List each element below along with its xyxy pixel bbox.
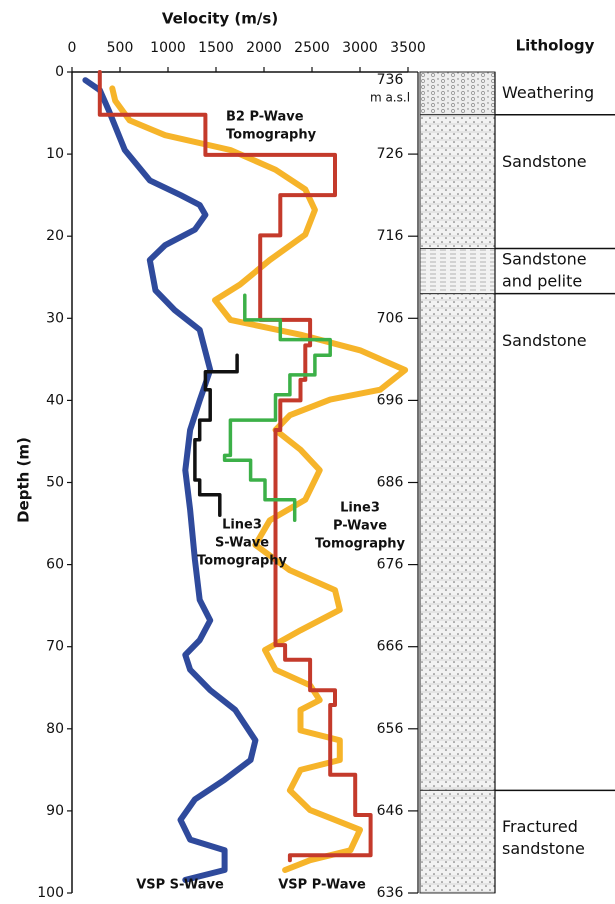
y-tick-label: 100: [37, 885, 64, 901]
y-tick-label: 20: [46, 228, 64, 244]
y-tick-label: 30: [46, 310, 64, 326]
series-label: Tomography: [315, 537, 406, 552]
y2-tick-label: 666: [377, 639, 404, 655]
lithology-label: Sandstone: [502, 250, 587, 269]
y2-tick-label: 636: [377, 885, 404, 901]
y-tick-label: 90: [46, 803, 64, 819]
x-tick-label: 1000: [150, 40, 186, 56]
velocity-line: [222, 293, 332, 523]
velocity-line: [109, 85, 409, 873]
lithology-label: sandstone: [502, 839, 585, 858]
lithology-layer: [419, 293, 496, 791]
y2-tick-label: 736: [377, 72, 404, 88]
lithology-layer: [419, 71, 496, 116]
x-tick-label: 2000: [246, 40, 282, 56]
series-label: VSP S-Wave: [136, 878, 224, 893]
lithology-layer: [419, 248, 496, 295]
velocity-line: [82, 77, 259, 883]
y-axis-title: Depth (m): [15, 437, 33, 523]
lithology-layer: [419, 789, 496, 894]
y2-tick-label: 656: [377, 721, 404, 737]
lithology-label: Sandstone: [502, 152, 587, 171]
series-label: S-Wave: [215, 536, 269, 551]
lithology-layer: [419, 114, 496, 250]
series-label: VSP P-Wave: [278, 878, 366, 893]
y2-tick-label: 686: [377, 475, 404, 491]
x-tick-label: 0: [68, 40, 77, 56]
y-tick-label: 50: [46, 475, 64, 491]
x-axis-title: Velocity (m/s): [162, 10, 278, 28]
y-tick-label: 70: [46, 639, 64, 655]
y-tick-label: 0: [55, 64, 64, 80]
lithology-title: Lithology: [516, 37, 595, 55]
x-tick-label: 3000: [342, 40, 378, 56]
x-tick-label: 3500: [390, 40, 426, 56]
series-label: Line3: [340, 501, 380, 516]
x-tick-label: 500: [107, 40, 134, 56]
y2-tick-label: 726: [377, 146, 404, 162]
y-tick-label: 10: [46, 146, 64, 162]
y2-tick-label: 706: [377, 310, 404, 326]
x-tick-label: 2500: [294, 40, 330, 56]
lithology-label: Weathering: [502, 83, 594, 102]
x-tick-label: 1500: [198, 40, 234, 56]
series-label: Line3: [222, 518, 262, 533]
series-label: B2 P-Wave: [226, 110, 304, 125]
series-label: Tomography: [226, 128, 317, 143]
velocity-line: [193, 353, 239, 518]
y2-tick-label: 716: [377, 228, 404, 244]
y-tick-label: 60: [46, 557, 64, 573]
lithology-label: and pelite: [502, 272, 582, 291]
velocity-line: [97, 70, 373, 863]
y2-axis-title: m a.s.l: [370, 91, 410, 105]
y2-tick-label: 696: [377, 392, 404, 408]
y-tick-label: 80: [46, 721, 64, 737]
lithology-label: Sandstone: [502, 331, 587, 350]
y2-tick-label: 646: [377, 803, 404, 819]
y-tick-label: 40: [46, 392, 64, 408]
series-label: P-Wave: [333, 519, 387, 534]
series-label: Tomography: [197, 554, 288, 569]
y2-tick-label: 676: [377, 557, 404, 573]
lithology-label: Fractured: [502, 817, 578, 836]
